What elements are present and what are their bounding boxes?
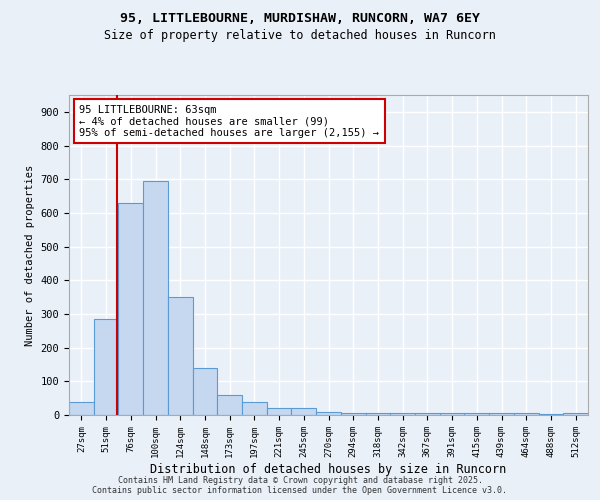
- Y-axis label: Number of detached properties: Number of detached properties: [25, 164, 35, 346]
- Text: Size of property relative to detached houses in Runcorn: Size of property relative to detached ho…: [104, 29, 496, 42]
- Bar: [292, 408, 316, 415]
- Bar: [94, 319, 118, 415]
- Bar: [267, 408, 292, 415]
- Bar: [118, 203, 143, 415]
- Bar: [464, 414, 489, 415]
- X-axis label: Distribution of detached houses by size in Runcorn: Distribution of detached houses by size …: [151, 462, 506, 475]
- Text: 95, LITTLEBOURNE, MURDISHAW, RUNCORN, WA7 6EY: 95, LITTLEBOURNE, MURDISHAW, RUNCORN, WA…: [120, 12, 480, 26]
- Bar: [489, 414, 514, 415]
- Bar: [242, 402, 267, 415]
- Bar: [390, 413, 415, 415]
- Bar: [69, 402, 94, 415]
- Bar: [217, 395, 242, 415]
- Bar: [168, 297, 193, 415]
- Bar: [143, 181, 168, 415]
- Bar: [193, 368, 217, 415]
- Text: Contains HM Land Registry data © Crown copyright and database right 2025.
Contai: Contains HM Land Registry data © Crown c…: [92, 476, 508, 495]
- Text: 95 LITTLEBOURNE: 63sqm
← 4% of detached houses are smaller (99)
95% of semi-deta: 95 LITTLEBOURNE: 63sqm ← 4% of detached …: [79, 104, 379, 138]
- Bar: [341, 412, 365, 415]
- Bar: [539, 414, 563, 415]
- Bar: [514, 414, 539, 415]
- Bar: [415, 413, 440, 415]
- Bar: [440, 414, 464, 415]
- Bar: [316, 412, 341, 415]
- Bar: [365, 412, 390, 415]
- Bar: [563, 414, 588, 415]
